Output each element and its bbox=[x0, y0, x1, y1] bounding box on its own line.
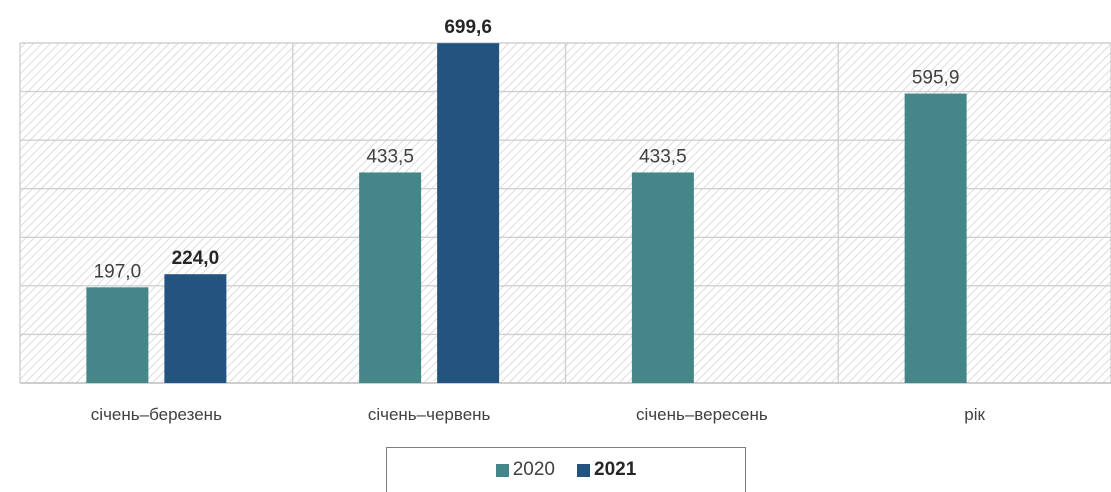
legend-label-2020: 2020 bbox=[512, 459, 555, 480]
value-label-2021-1: 224,0 bbox=[172, 248, 220, 269]
bar-2021-2 bbox=[437, 43, 500, 384]
legend-item-2021: 2021 bbox=[577, 459, 636, 481]
legend: 2020 2021 bbox=[386, 447, 746, 492]
legend-swatch-2021 bbox=[577, 463, 590, 477]
value-label-2020-2: 433,5 bbox=[366, 146, 414, 167]
bar-2020-3 bbox=[631, 172, 694, 383]
bar-2020-4 bbox=[904, 93, 967, 383]
bar-2020-2 bbox=[359, 172, 422, 383]
legend-label-2021: 2021 bbox=[594, 459, 637, 480]
value-labels: 197,0 224,0 433,5 699,6 433,5 595,9 bbox=[94, 17, 960, 282]
value-label-2020-1: 197,0 bbox=[94, 261, 142, 282]
legend-item-2020: 2020 bbox=[495, 459, 555, 481]
bar-2021-1 bbox=[164, 274, 227, 383]
category-label-1: січень–березень bbox=[91, 405, 222, 424]
category-label-2: січень–червень bbox=[368, 405, 491, 424]
value-label-2020-4: 595,9 bbox=[912, 68, 960, 89]
category-labels: січень–березень січень–червень січень–вере… bbox=[91, 405, 986, 424]
category-label-4: рік bbox=[964, 405, 985, 424]
value-label-2020-3: 433,5 bbox=[639, 146, 687, 167]
value-label-2021-2: 699,6 bbox=[444, 17, 492, 38]
bars bbox=[86, 43, 967, 384]
legend-swatch-2020 bbox=[495, 463, 509, 477]
bar-2020-1 bbox=[86, 287, 149, 383]
category-label-3: січень–вересень bbox=[636, 405, 768, 424]
